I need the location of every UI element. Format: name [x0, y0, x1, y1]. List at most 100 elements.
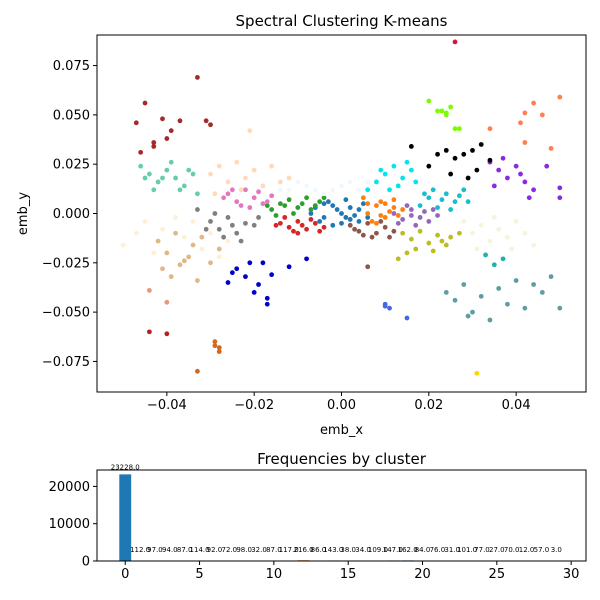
scatter-point	[160, 175, 165, 181]
scatter-point	[557, 305, 563, 311]
scatter-point	[487, 238, 493, 244]
scatter-point	[391, 205, 397, 210]
scatter-point	[234, 230, 240, 236]
scatter-point	[234, 199, 240, 205]
x-tick-label: 0.02	[414, 398, 443, 413]
scatter-point	[168, 274, 174, 280]
scatter-point	[347, 222, 353, 228]
scatter-point	[225, 280, 231, 285]
scatter-point	[238, 203, 244, 209]
scatter-point	[221, 195, 227, 201]
bar-x-tick-label: 0	[121, 567, 129, 582]
bar-data-label: 114.0	[190, 546, 210, 554]
bar-data-label: 117.0	[279, 546, 299, 554]
bar-data-label: 3.0	[551, 546, 562, 554]
scatter-point	[243, 175, 248, 181]
scatter-point	[181, 234, 187, 240]
scatter-point	[426, 240, 432, 246]
scatter-point	[513, 163, 519, 169]
scatter-point	[391, 197, 397, 203]
scatter-point	[312, 187, 318, 193]
scatter-point	[491, 215, 497, 220]
scatter-point	[164, 250, 170, 256]
scatter-point	[251, 167, 257, 173]
scatter-point	[356, 228, 362, 234]
scatter-point	[395, 256, 401, 262]
scatter-point	[291, 228, 296, 234]
scatter-point	[443, 147, 449, 153]
scatter-point	[260, 260, 266, 266]
scatter-point	[404, 315, 410, 321]
scatter-point	[461, 151, 467, 157]
scatter-point	[133, 230, 139, 236]
scatter-point	[308, 207, 314, 212]
scatter-point	[164, 167, 170, 173]
scatter-point	[304, 195, 309, 201]
scatter-point	[304, 256, 309, 262]
scatter-point	[151, 140, 157, 145]
scatter-point	[277, 201, 283, 207]
scatter-point	[326, 199, 331, 205]
scatter-point	[286, 197, 292, 203]
scatter-point	[544, 163, 550, 169]
scatter-point	[391, 163, 397, 169]
scatter-point	[461, 218, 467, 224]
scatter-point	[496, 286, 502, 291]
scatter-point	[382, 171, 388, 177]
scatter-point	[234, 266, 240, 272]
scatter-point	[173, 230, 178, 236]
scatter-point	[229, 222, 235, 228]
scatter-point	[181, 183, 187, 189]
scatter-point	[448, 171, 454, 177]
scatter-point	[487, 157, 493, 163]
scatter-point	[339, 220, 344, 226]
scatter-point	[247, 128, 253, 134]
scatter-point	[334, 207, 340, 212]
scatter-point	[321, 215, 327, 220]
scatter-point	[321, 191, 327, 197]
scatter-point	[295, 218, 301, 224]
scatter-point	[452, 199, 458, 205]
scatter-point	[312, 220, 318, 226]
scatter-point	[413, 179, 419, 185]
scatter-point	[531, 100, 537, 106]
scatter-point	[208, 260, 213, 266]
scatter-point	[238, 238, 244, 244]
scatter-point	[347, 205, 353, 210]
scatter-point	[382, 201, 388, 207]
scatter-point	[456, 193, 462, 199]
scatter-point	[491, 183, 497, 189]
scatter-point	[465, 199, 471, 205]
scatter-point	[199, 234, 205, 240]
scatter-point	[160, 116, 165, 122]
y-tick-label: 0.000	[53, 207, 90, 222]
scatter-point	[151, 250, 157, 256]
scatter-point	[378, 218, 384, 224]
scatter-point	[426, 163, 432, 169]
scatter-point	[456, 230, 462, 236]
scatter-point	[212, 191, 218, 197]
scatter-point	[343, 215, 349, 220]
scatter-point	[269, 207, 275, 212]
scatter-point	[387, 209, 392, 214]
scatter-point	[557, 195, 563, 201]
scatter-point	[522, 140, 528, 145]
bar-data-label: 84.0	[415, 546, 431, 554]
scatter-point	[443, 110, 449, 116]
scatter-point	[229, 187, 235, 193]
scatter-point	[243, 274, 248, 280]
scatter-point	[408, 207, 414, 212]
scatter-point	[312, 203, 318, 209]
scatter-point	[452, 39, 458, 45]
scatter-point	[435, 213, 440, 218]
bar-data-label: 86.0	[311, 546, 327, 554]
scatter-point	[173, 215, 178, 220]
bar-data-label: 147.0	[383, 546, 403, 554]
scatter-point	[273, 222, 279, 228]
scatter-point	[321, 201, 327, 207]
bar-data-label: 72.0	[221, 546, 237, 554]
scatter-point	[443, 242, 449, 248]
scatter-point	[203, 226, 209, 232]
scatter-point	[395, 220, 401, 226]
